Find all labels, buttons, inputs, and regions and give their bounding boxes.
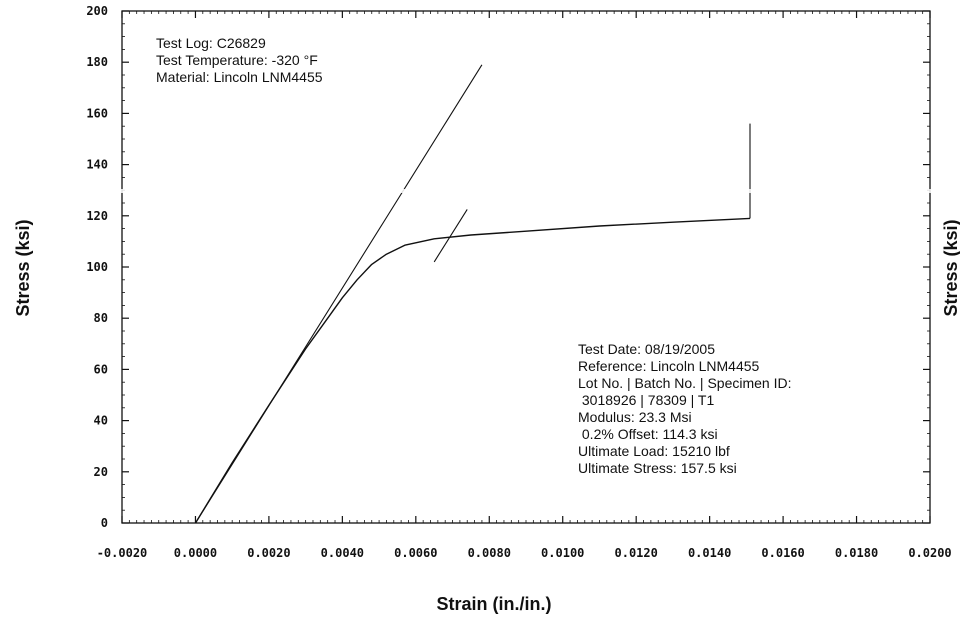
note-ultimate-load: Ultimate Load: 15210 lbf [578, 443, 730, 459]
annotation-bottom-right: Test Date: 08/19/2005 Reference: Lincoln… [578, 341, 791, 476]
series-lines [194, 64, 751, 524]
x-tick-label: 0.0180 [835, 546, 878, 560]
note-lot-values: 3018926 | 78309 | T1 [578, 392, 714, 408]
y-tick-label: 60 [94, 362, 108, 376]
y-tick-label: 180 [86, 55, 108, 69]
x-tick-label: 0.0200 [908, 546, 951, 560]
note-ultimate-stress: Ultimate Stress: 157.5 ksi [578, 460, 737, 476]
y-tick-label: 200 [86, 4, 108, 18]
note-modulus: Modulus: 23.3 Msi [578, 409, 692, 425]
y-tick-label: 160 [86, 106, 108, 120]
y-tick-label: 100 [86, 260, 108, 274]
note-lot-header: Lot No. | Batch No. | Specimen ID: [578, 375, 791, 391]
y-axis-title: Stress (ksi) [13, 219, 33, 316]
x-tick-label: -0.0020 [97, 546, 148, 560]
y-tick-label: 0 [101, 516, 108, 530]
x-tick-label: 0.0160 [761, 546, 804, 560]
y-tick-label: 140 [86, 158, 108, 172]
x-tick-label: 0.0100 [541, 546, 584, 560]
x-tick-label: 0.0060 [394, 546, 437, 560]
y-axis-title-right: Stress (ksi) [941, 219, 960, 316]
x-tick-label: 0.0040 [321, 546, 364, 560]
x-tick-label: 0.0120 [615, 546, 658, 560]
note-offset: 0.2% Offset: 114.3 ksi [578, 426, 718, 442]
x-axis-title: Strain (in./in.) [437, 594, 552, 614]
note-test-date: Test Date: 08/19/2005 [578, 341, 715, 357]
x-tick-label: 0.0140 [688, 546, 731, 560]
x-tick-label: 0.0000 [174, 546, 217, 560]
note-test-temperature: Test Temperature: -320 °F [156, 52, 318, 68]
y-tick-labels: 0 20 40 60 80 100 120 140 160 180 200 [86, 4, 108, 530]
y-tick-label: 20 [94, 465, 108, 479]
x-tick-labels: -0.0020 0.0000 0.0020 0.0040 0.0060 0.0080 0.0… [97, 546, 952, 560]
note-reference: Reference: Lincoln LNM4455 [578, 358, 760, 374]
tick-marks [121, 10, 931, 524]
modulus-line [195, 64, 483, 524]
x-tick-label: 0.0080 [468, 546, 511, 560]
y-tick-label: 120 [86, 209, 108, 223]
annotation-top-left: Test Log: C26829 Test Temperature: -320 … [156, 35, 323, 85]
y-tick-label: 40 [94, 414, 108, 428]
offset-line [433, 209, 468, 263]
note-test-log: Test Log: C26829 [156, 35, 266, 51]
y-tick-label: 80 [94, 311, 108, 325]
x-tick-label: 0.0020 [247, 546, 290, 560]
note-material: Material: Lincoln LNM4455 [156, 69, 323, 85]
